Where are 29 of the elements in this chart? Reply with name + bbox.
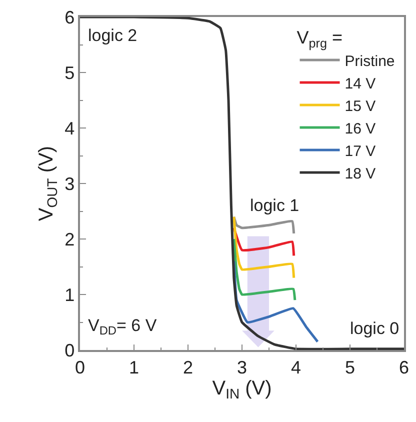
y-tick-label: 6 bbox=[64, 7, 75, 28]
legend-label: 16 V bbox=[344, 120, 376, 138]
legend-label: 15 V bbox=[344, 98, 376, 115]
line-series bbox=[232, 238, 296, 302]
legend-label: 17 V bbox=[344, 142, 376, 160]
x-tick-label: 3 bbox=[236, 357, 248, 378]
y-tick-label: 3 bbox=[64, 174, 75, 194]
y-tick-label: 2 bbox=[64, 229, 75, 250]
annotation: logic 1 bbox=[250, 196, 300, 215]
legend-label: Pristine bbox=[344, 52, 395, 70]
legend-label: 18 V bbox=[344, 165, 376, 182]
annotation: V$_{DD}$= 6 V bbox=[88, 316, 158, 338]
x-tick-label: 5 bbox=[344, 357, 356, 378]
x-tick-label: 4 bbox=[290, 357, 302, 378]
x-axis-title: V$_{IN}$ (V) bbox=[212, 377, 272, 402]
annotation: logic 2 bbox=[88, 26, 138, 45]
line-series bbox=[80, 17, 404, 350]
line-series bbox=[232, 216, 296, 280]
x-tick-label: 2 bbox=[182, 357, 194, 378]
x-tick-label: 1 bbox=[128, 357, 140, 378]
y-tick-label: 4 bbox=[64, 118, 75, 138]
x-tick-label: 6 bbox=[398, 357, 410, 378]
y-tick-label: 5 bbox=[64, 62, 75, 83]
y-tick-label: 1 bbox=[64, 284, 75, 305]
legend-title: V$_{prg}$ = bbox=[296, 28, 342, 51]
annotation: logic 0 bbox=[350, 319, 400, 338]
legend-label: 14 V bbox=[344, 75, 376, 92]
line-series bbox=[232, 216, 296, 235]
y-tick-label: 0 bbox=[64, 340, 75, 360]
